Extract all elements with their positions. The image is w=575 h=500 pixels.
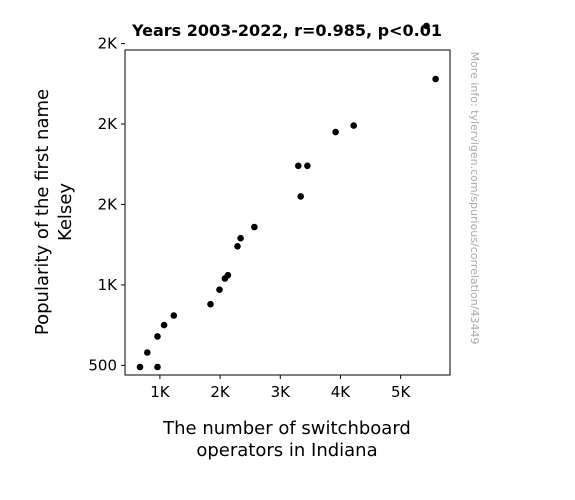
data-point-7 [207, 300, 214, 308]
data-point-2 [144, 349, 151, 356]
data-point-14 [295, 162, 302, 170]
y-axis-label-line-2: Kelsey [55, 183, 76, 241]
y-axis: 500 1K 2K 2K 2K [88, 35, 125, 374]
x-axis: 1K 2K 3K 4K 5K [150, 375, 411, 401]
watermark-text: More info: tylervigen.com/spurious/corre… [468, 52, 481, 345]
data-point-19 [423, 22, 430, 30]
x-tick-label-5: 5K [391, 383, 412, 401]
plot-frame [124, 49, 451, 376]
data-point-17 [332, 128, 339, 136]
x-tick-label-3: 3K [271, 383, 292, 401]
data-point-13 [251, 223, 258, 231]
y-tick-label-3: 2K [98, 195, 119, 213]
data-point-4 [154, 333, 161, 340]
data-point-12 [237, 234, 244, 242]
data-point-10 [224, 271, 232, 279]
data-point-20 [432, 75, 439, 83]
data-point-11 [234, 243, 241, 250]
data-point-8 [216, 286, 223, 294]
data-point-5 [160, 321, 168, 329]
y-tick-label-5: 2K [98, 35, 119, 53]
x-tick-label-1: 1K [150, 383, 171, 401]
data-point-1 [136, 363, 144, 371]
data-point-6 [170, 312, 178, 319]
y-tick-label-4: 2K [98, 115, 119, 133]
data-point-15 [297, 193, 305, 200]
chart-title: Years 2003-2022, r=0.985, p<0.01 [131, 21, 442, 40]
points-layer [136, 22, 439, 371]
data-point-3 [154, 363, 161, 371]
x-tick-label-4: 4K [331, 383, 352, 401]
x-tick-label-2: 2K [210, 383, 231, 401]
x-axis-label-line-1: The number of switchboard [162, 418, 411, 439]
y-tick-label-1: 500 [88, 356, 117, 374]
x-axis-label-line-2: operators in Indiana [196, 440, 377, 461]
y-tick-label-2: 1K [98, 276, 119, 294]
y-axis-label-line-1: Popularity of the first name [32, 89, 53, 335]
data-point-18 [350, 122, 358, 129]
data-point-16 [304, 162, 311, 170]
